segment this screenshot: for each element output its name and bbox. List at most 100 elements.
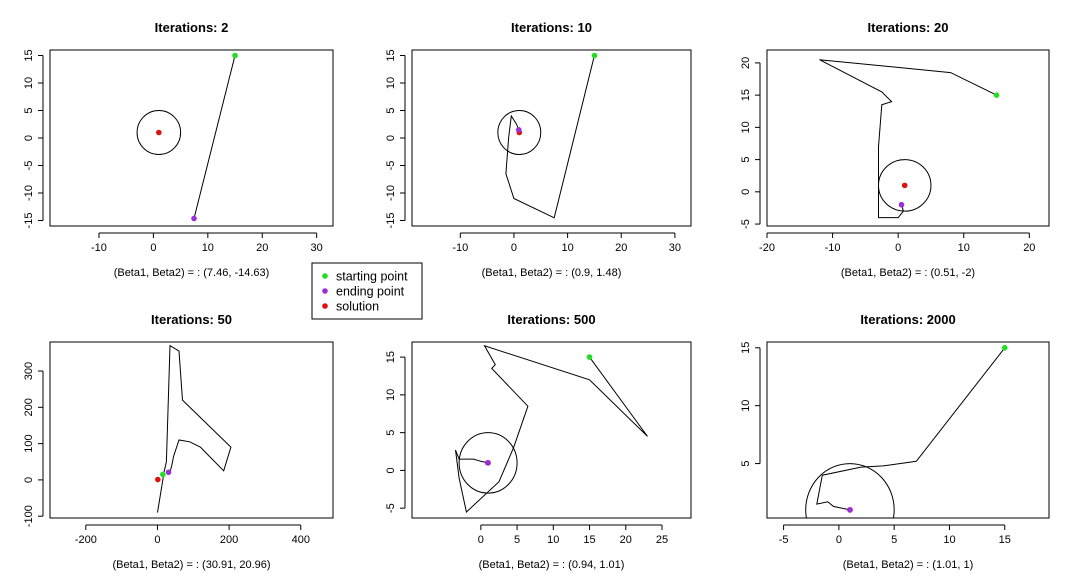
x-tick-label: 30 — [669, 242, 681, 254]
ending-point — [191, 215, 197, 222]
y-tick-label: 0 — [385, 467, 397, 473]
starting-point — [586, 354, 593, 360]
y-tick-label: 10 — [740, 400, 752, 412]
y-tick-label: -10 — [23, 185, 35, 201]
y-tick-label: 0 — [385, 135, 397, 141]
descent-path — [157, 344, 232, 513]
y-tick-label: -10 — [385, 185, 397, 201]
x-axis: 0 5 10 15 20 25 — [478, 524, 668, 546]
y-axis: 5 10 15 — [740, 342, 761, 467]
x-axis-label: (Beta1, Beta2) = : (0.51, -2) — [841, 267, 975, 279]
constraint-circle — [458, 432, 518, 494]
plot-frame — [766, 49, 1050, 227]
ending-point — [898, 201, 905, 208]
y-tick-label: 15 — [740, 342, 752, 354]
x-tick-label: 20 — [615, 242, 627, 254]
y-axis: -15 -10 -5 0 5 10 15 — [23, 49, 44, 229]
y-tick-label: 5 — [385, 430, 397, 436]
legend-marker — [322, 288, 328, 294]
x-tick-label: 0 — [836, 534, 842, 546]
solution-point — [155, 476, 161, 483]
x-axis: -10 0 10 20 30 — [452, 232, 681, 254]
legend-label: solution — [336, 300, 379, 314]
ending-point — [847, 507, 853, 513]
y-axis: -15 -10 -5 0 5 10 15 — [385, 49, 406, 229]
y-tick-label: 100 — [23, 434, 35, 452]
plot-panel: Iterations: 500 (Beta1, Beta2) = : (0.94,… — [385, 312, 692, 571]
legend-marker — [322, 303, 328, 309]
solution-point — [901, 182, 908, 189]
legend-label: ending point — [336, 285, 405, 299]
x-tick-label: -200 — [75, 534, 97, 546]
y-tick-label: -5 — [23, 161, 35, 171]
y-tick-label: 200 — [23, 398, 35, 416]
plot-area — [155, 344, 232, 513]
x-axis-label: (Beta1, Beta2) = : (7.46, -14.63) — [114, 267, 270, 279]
x-tick-label: 10 — [202, 242, 214, 254]
x-tick-label: 0 — [511, 242, 517, 254]
x-tick-label: 0 — [478, 534, 484, 546]
plot-area — [455, 344, 648, 513]
y-tick-label: -15 — [385, 213, 397, 229]
y-tick-label: 10 — [385, 77, 397, 89]
plot-frame — [766, 341, 1050, 519]
plot-title: Iterations: 50 — [151, 312, 232, 327]
legend-label: starting point — [336, 270, 408, 284]
plot-area — [497, 52, 598, 219]
plot-frame — [49, 341, 334, 519]
y-axis: -5 0 5 10 15 — [385, 351, 406, 513]
descent-path — [193, 55, 236, 219]
y-tick-label: 15 — [385, 49, 397, 61]
x-tick-label: 30 — [311, 242, 323, 254]
y-tick-label: -15 — [23, 213, 35, 229]
x-tick-label: 0 — [895, 242, 901, 254]
x-tick-label: 15 — [583, 534, 595, 546]
x-tick-label: 5 — [514, 534, 520, 546]
constraint-circle — [136, 110, 182, 155]
x-tick-label: 10 — [547, 534, 559, 546]
plot-title: Iterations: 20 — [868, 20, 949, 35]
descent-path — [505, 55, 595, 219]
plot-title: Iterations: 2 — [155, 20, 229, 35]
plot-panel: Iterations: 10 (Beta1, Beta2) = : (0.9, 1… — [385, 20, 692, 279]
y-tick-label: 0 — [23, 477, 35, 483]
solution-point — [156, 129, 162, 136]
y-tick-label: -5 — [385, 161, 397, 171]
x-axis: -5 0 5 10 15 — [779, 524, 1011, 546]
plot-area — [805, 344, 1008, 518]
descent-path — [816, 347, 1006, 511]
plot-panel: Iterations: 50 (Beta1, Beta2) = : (30.91,… — [23, 312, 334, 571]
plot-area — [136, 52, 238, 222]
y-axis: -100 0 100 200 300 — [23, 362, 44, 527]
ending-point — [484, 459, 491, 466]
constraint-circle — [497, 110, 542, 155]
x-tick-label: 200 — [220, 534, 238, 546]
x-tick-label: -5 — [779, 534, 789, 546]
x-tick-label: 10 — [561, 242, 573, 254]
x-tick-label: -20 — [759, 242, 775, 254]
descent-path — [819, 59, 997, 219]
ending-point — [515, 127, 522, 133]
x-axis: -20 -10 0 10 20 — [759, 232, 1035, 254]
x-axis: -200 0 200 400 — [75, 524, 310, 546]
y-tick-label: -100 — [23, 505, 35, 527]
y-tick-label: 15 — [23, 49, 35, 61]
x-tick-label: 20 — [1023, 242, 1035, 254]
plot-panel: Iterations: 2000 (Beta1, Beta2) = : (1.01… — [740, 312, 1050, 571]
starting-point — [160, 471, 166, 478]
x-tick-label: 25 — [656, 534, 668, 546]
starting-point — [232, 52, 238, 59]
y-tick-label: 20 — [740, 57, 752, 69]
x-tick-label: 10 — [943, 534, 955, 546]
x-tick-label: -10 — [452, 242, 468, 254]
x-tick-label: -10 — [825, 242, 841, 254]
plot-frame — [411, 49, 692, 227]
x-axis-label: (Beta1, Beta2) = : (0.94, 1.01) — [479, 559, 625, 571]
starting-point — [993, 92, 1000, 98]
y-tick-label: 15 — [740, 89, 752, 101]
x-axis: -10 0 10 20 30 — [91, 232, 323, 254]
legend-box — [311, 262, 423, 320]
y-tick-label: 0 — [740, 189, 752, 195]
